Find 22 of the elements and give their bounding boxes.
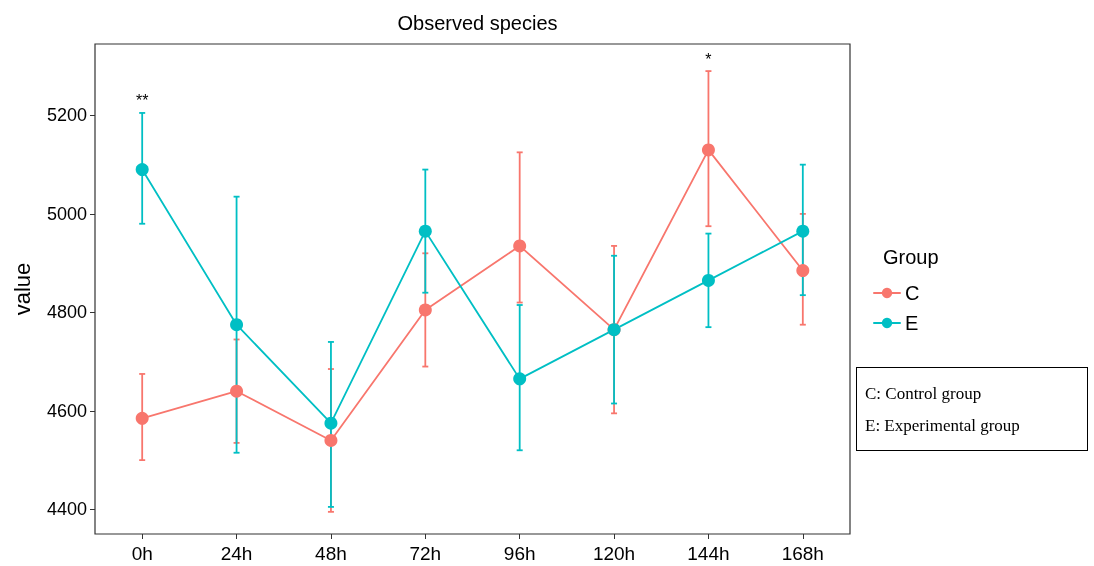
y-tick-label: 5000 [46,203,87,224]
y-tick-label: 5200 [46,105,87,126]
x-tick-label: 120h [592,543,636,564]
x-tick-label: 72h [409,543,442,564]
legend-title: Group [883,246,939,268]
legend-label: C [905,282,920,304]
text: E: Experimental group [865,415,1021,437]
x-tick-label: 144h [687,543,730,564]
x-tick-label: 0h [131,543,153,564]
x-tick-label: 168h [781,543,824,564]
chart-title: Observed species [397,12,558,34]
y-tick-label: 4400 [46,499,87,520]
x-tick-label: 96h [503,543,536,564]
legend-label: E [905,312,919,334]
text: C: Control group [865,383,983,405]
x-tick-label: 24h [220,543,253,564]
annotation: ** [135,92,149,110]
annotation: * [705,50,712,68]
y-axis-title: value [9,262,35,316]
y-tick-label: 4800 [46,302,87,323]
y-tick-label: 4600 [46,400,87,421]
x-tick-label: 48h [315,543,347,564]
